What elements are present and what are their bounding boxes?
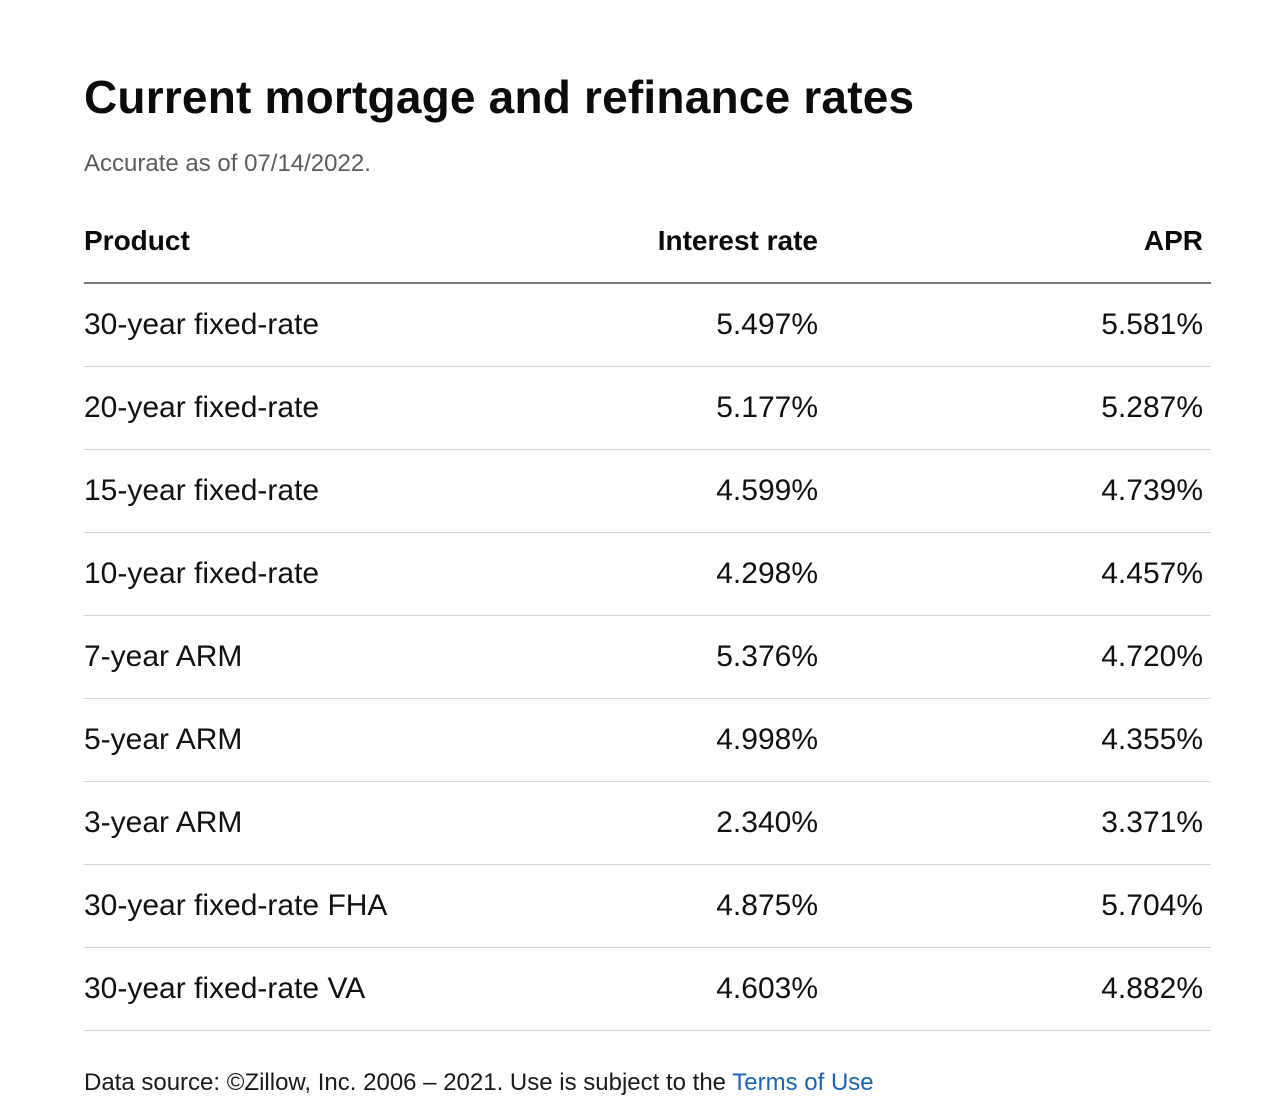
product-cell: 20-year fixed-rate xyxy=(84,366,584,450)
product-cell: 30-year fixed-rate FHA xyxy=(84,864,584,948)
apr-cell: 4.457% xyxy=(818,532,1211,616)
table-row: 20-year fixed-rate 5.177% 5.287% xyxy=(84,366,1211,450)
apr-cell: 4.355% xyxy=(818,698,1211,782)
apr-cell: 4.739% xyxy=(818,449,1211,533)
table-header-row: Product Interest rate APR xyxy=(84,200,1211,284)
page-title: Current mortgage and refinance rates xyxy=(84,71,915,123)
interest-rate-cell: 4.875% xyxy=(584,864,818,948)
data-source-note: Data source: ©Zillow, Inc. 2006 – 2021. … xyxy=(84,1066,874,1100)
table-row: 7-year ARM 5.376% 4.720% xyxy=(84,615,1211,699)
product-cell: 30-year fixed-rate xyxy=(84,283,584,367)
table-row: 30-year fixed-rate FHA 4.875% 5.704% xyxy=(84,864,1211,948)
product-cell: 10-year fixed-rate xyxy=(84,532,584,616)
terms-of-use-link[interactable]: Terms of Use xyxy=(732,1069,874,1096)
table-row: 5-year ARM 4.998% 4.355% xyxy=(84,698,1211,782)
table-row: 30-year fixed-rate VA 4.603% 4.882% xyxy=(84,947,1211,1031)
interest-rate-cell: 5.177% xyxy=(584,366,818,450)
product-cell: 3-year ARM xyxy=(84,781,584,865)
column-header-apr: APR xyxy=(818,200,1211,284)
product-cell: 5-year ARM xyxy=(84,698,584,782)
rates-table: Product Interest rate APR 30-year fixed-… xyxy=(84,200,1211,1031)
column-header-interest-rate: Interest rate xyxy=(584,200,818,284)
apr-cell: 5.581% xyxy=(818,283,1211,367)
interest-rate-cell: 4.603% xyxy=(584,947,818,1031)
apr-cell: 4.720% xyxy=(818,615,1211,699)
product-cell: 7-year ARM xyxy=(84,615,584,699)
interest-rate-cell: 4.998% xyxy=(584,698,818,782)
table-row: 10-year fixed-rate 4.298% 4.457% xyxy=(84,532,1211,616)
table-row: 15-year fixed-rate 4.599% 4.739% xyxy=(84,449,1211,533)
apr-cell: 4.882% xyxy=(818,947,1211,1031)
table-row: 3-year ARM 2.340% 3.371% xyxy=(84,781,1211,865)
accuracy-date: Accurate as of 07/14/2022. xyxy=(84,150,371,177)
interest-rate-cell: 4.298% xyxy=(584,532,818,616)
interest-rate-cell: 4.599% xyxy=(584,449,818,533)
product-cell: 15-year fixed-rate xyxy=(84,449,584,533)
product-cell: 30-year fixed-rate VA xyxy=(84,947,584,1031)
interest-rate-cell: 2.340% xyxy=(584,781,818,865)
apr-cell: 5.704% xyxy=(818,864,1211,948)
apr-cell: 5.287% xyxy=(818,366,1211,450)
apr-cell: 3.371% xyxy=(818,781,1211,865)
column-header-product: Product xyxy=(84,200,584,284)
interest-rate-cell: 5.376% xyxy=(584,615,818,699)
interest-rate-cell: 5.497% xyxy=(584,283,818,367)
data-source-text: Data source: ©Zillow, Inc. 2006 – 2021. … xyxy=(84,1069,733,1096)
table-row: 30-year fixed-rate 5.497% 5.581% xyxy=(84,283,1211,367)
